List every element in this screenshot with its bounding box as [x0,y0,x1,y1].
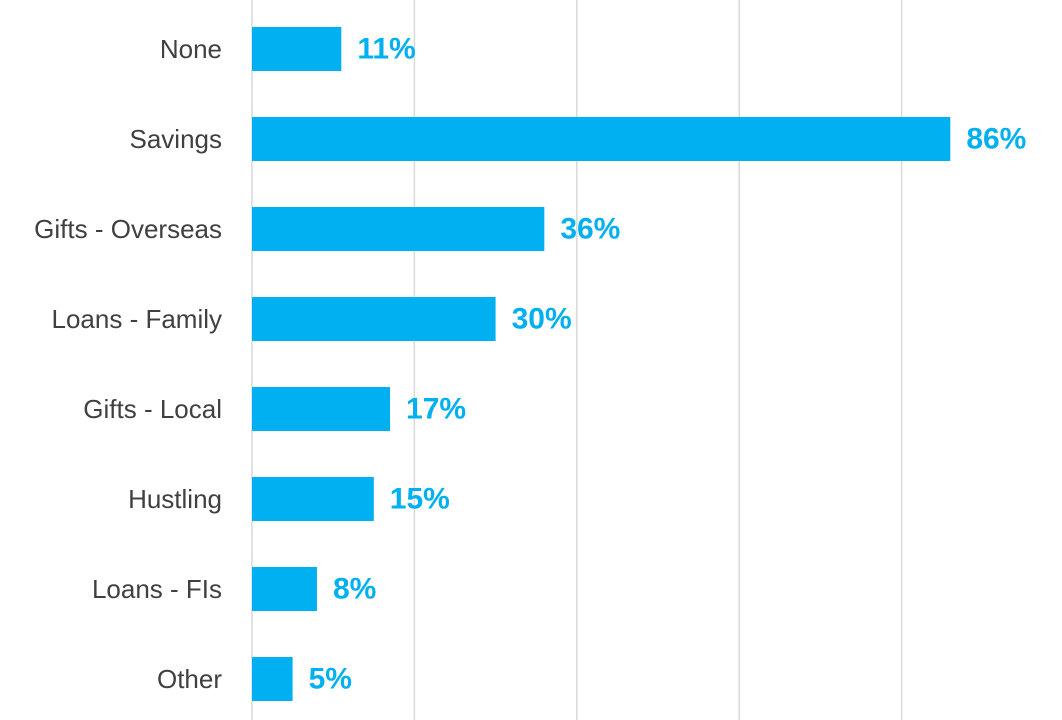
category-label-other: Other [157,664,222,694]
bar-savings [252,117,951,161]
bar-none [252,27,342,71]
value-label-loans-fis: 8% [333,573,376,606]
bar-other [252,657,293,701]
gridlines [251,0,903,720]
category-label-gifts-overseas: Gifts - Overseas [34,214,222,244]
bar-hustling [252,477,374,521]
bar-loans-fis [252,567,317,611]
category-label-loans-fis: Loans - FIs [92,574,222,604]
value-labels: 11% 86% 36% 30% 17% 15% 8% 5% [309,33,1027,696]
value-label-hustling: 15% [390,483,450,516]
bar-gifts-overseas [252,207,545,251]
category-label-savings: Savings [130,124,223,154]
value-label-other: 5% [309,663,352,696]
category-label-gifts-local: Gifts - Local [83,394,222,424]
category-labels: None Savings Gifts - Overseas Loans - Famil… [34,34,222,694]
value-label-loans-family: 30% [512,303,572,336]
bar-loans-family [252,297,496,341]
value-label-gifts-local: 17% [406,393,466,426]
category-label-none: None [160,34,222,64]
category-label-hustling: Hustling [128,484,222,514]
value-label-none: 11% [357,33,415,66]
value-label-savings: 86% [966,123,1026,156]
bars [252,27,951,701]
category-label-loans-family: Loans - Family [52,304,223,334]
bar-gifts-local [252,387,391,431]
value-label-gifts-overseas: 36% [560,213,620,246]
